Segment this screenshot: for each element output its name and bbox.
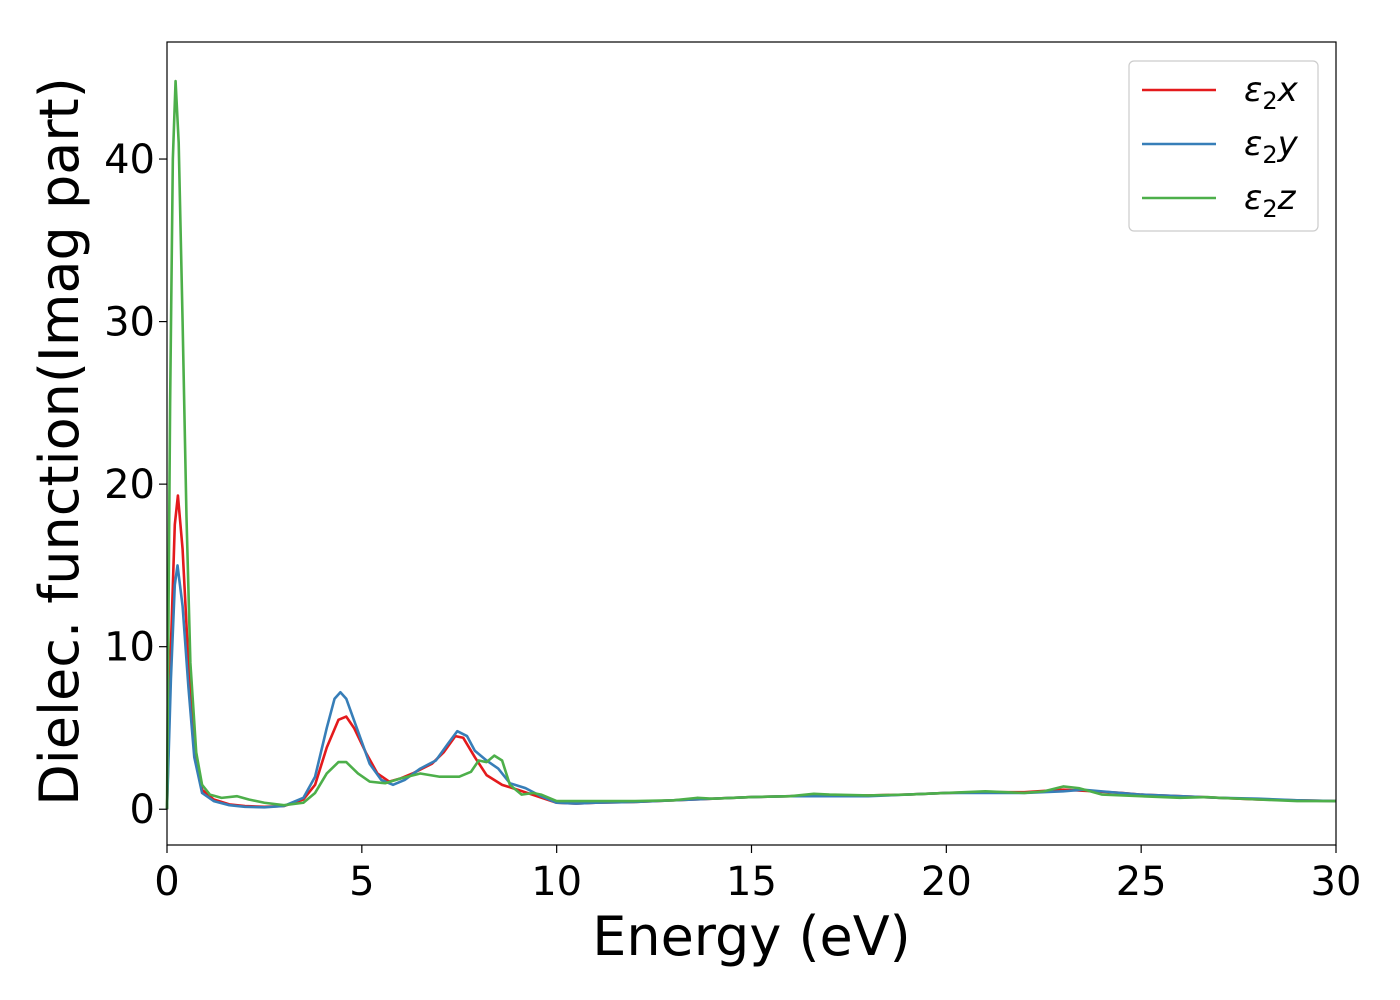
y-axis-label: Dielec. function(Imag part) [28,77,91,806]
series-lines [165,79,1337,810]
x-tick-label: 25 [1116,859,1167,905]
legend: ε2x ε2y ε2z [1128,60,1319,232]
y-tick-label: 40 [104,137,155,183]
legend-label-y: ε2y [1244,124,1299,169]
series-line-z [165,79,1336,810]
x-tick-label: 20 [921,859,972,905]
y-tick-label: 0 [130,787,155,833]
y-tick-label: 10 [104,625,155,671]
x-tick-label: 0 [154,859,179,905]
legend-label-x: ε2x [1244,70,1299,115]
legend-box [1128,60,1319,232]
axis-ticks: 0 5 10 15 20 25 30 0 10 20 30 40 [104,137,1361,905]
y-tick-label: 30 [104,300,155,346]
legend-label-z: ε2z [1244,178,1297,223]
x-tick-label: 30 [1311,859,1362,905]
x-axis-label: Energy (eV) [592,905,911,968]
x-tick-label: 15 [726,859,777,905]
x-tick-label: 10 [531,859,582,905]
series-line-y [165,564,1337,810]
x-tick-label: 5 [349,859,374,905]
y-tick-label: 20 [104,462,155,508]
